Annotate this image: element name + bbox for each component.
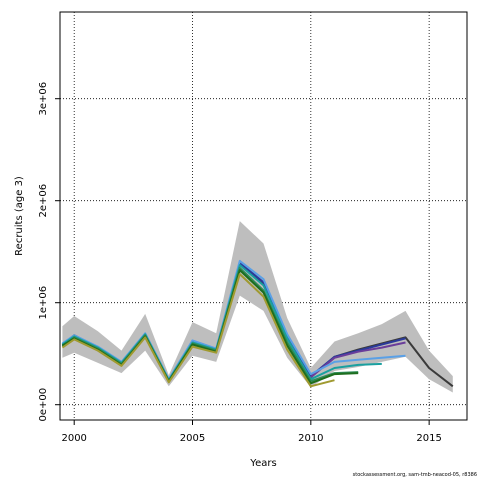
y-tick-label: 3e+06 [38,82,49,116]
x-tick-label: 2015 [416,433,441,444]
y-tick-label: 1e+06 [38,286,49,320]
footer-credit: stockassessment.org, sam-tmb-neacod-05, … [352,472,477,478]
axis-ticks: 2000 2005 2010 2015 0e+00 1e+06 2e+06 3e+06 [38,82,442,444]
y-tick-label: 2e+06 [38,184,49,218]
x-tick-label: 2005 [180,433,205,444]
series-line-3 [310,341,406,378]
plot-frame [59,11,468,421]
series-lines [61,259,454,388]
y-tick-label: 0e+00 [38,388,49,422]
x-tick-label: 2010 [298,433,323,444]
y-axis-title: Recruits (age 3) [14,176,25,256]
x-tick-label: 2000 [61,433,86,444]
x-axis-title: Years [249,458,276,469]
series-line-8 [61,273,335,388]
